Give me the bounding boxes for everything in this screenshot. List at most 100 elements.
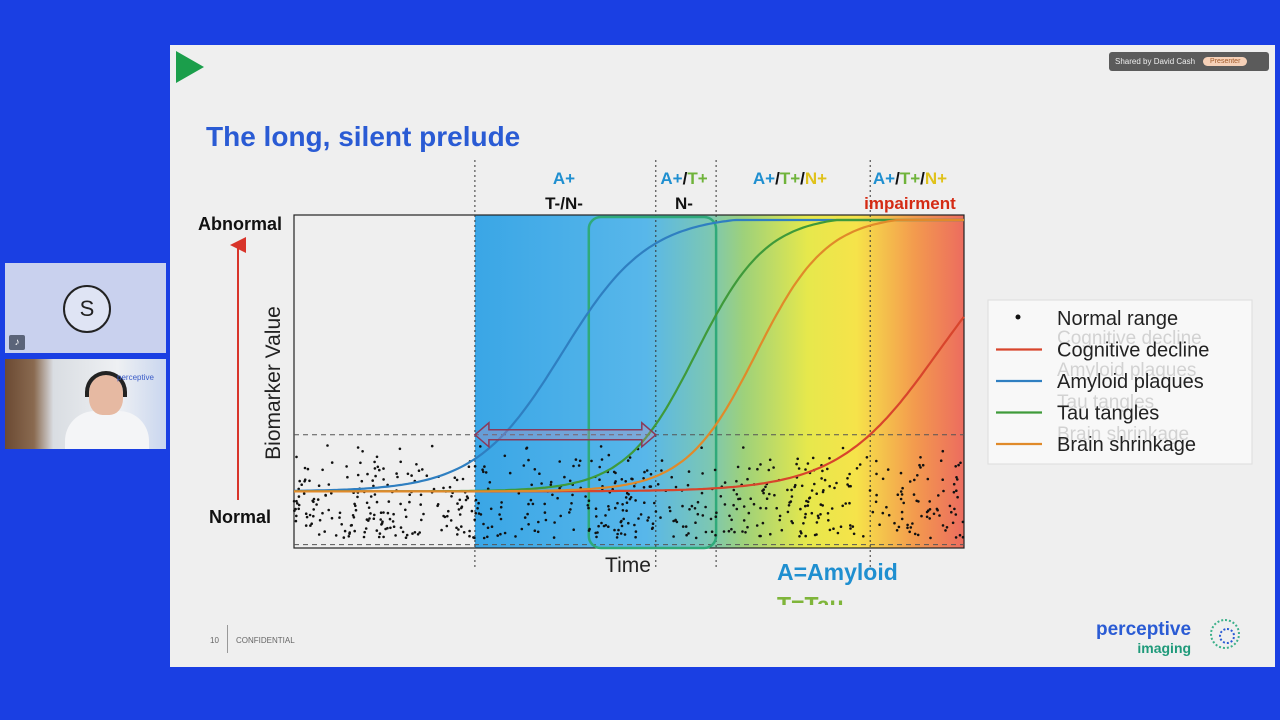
- normal-point: [614, 506, 617, 510]
- normal-point: [674, 518, 677, 522]
- normal-point: [704, 505, 707, 509]
- normal-point: [620, 524, 624, 528]
- participant-body: [65, 411, 149, 449]
- normal-point: [778, 518, 781, 522]
- normal-point: [919, 466, 922, 469]
- normal-point: [775, 506, 778, 510]
- normal-point: [624, 480, 627, 483]
- normal-point: [723, 503, 727, 506]
- normal-point: [464, 498, 468, 502]
- normal-point: [296, 502, 299, 505]
- normal-point: [387, 500, 391, 503]
- stage-label-part: N+: [925, 169, 947, 188]
- normal-point: [746, 525, 749, 529]
- normal-point: [887, 513, 891, 517]
- normal-point: [855, 467, 859, 470]
- normal-point: [710, 530, 714, 533]
- normal-point: [654, 510, 658, 513]
- normal-point: [536, 530, 540, 534]
- normal-point: [832, 527, 835, 530]
- normal-point: [780, 528, 784, 532]
- brand-mark-icon: [1210, 619, 1240, 649]
- normal-point: [405, 533, 409, 537]
- normal-point: [523, 516, 527, 519]
- normal-point: [836, 531, 840, 535]
- normal-point: [398, 447, 402, 451]
- normal-point: [955, 476, 958, 479]
- normal-point: [900, 517, 904, 521]
- normal-point: [346, 475, 349, 479]
- stage-label-2: A+/T+/N+: [753, 169, 827, 188]
- normal-point: [912, 493, 916, 496]
- normal-point: [295, 514, 298, 518]
- normal-point: [906, 526, 909, 530]
- normal-point: [637, 517, 640, 520]
- stage-label-part: /: [920, 169, 925, 188]
- normal-point: [909, 526, 913, 529]
- normal-point: [633, 523, 636, 527]
- normal-point: [686, 483, 690, 487]
- normal-point: [908, 530, 911, 534]
- normal-point: [440, 528, 443, 532]
- stage-sublabel-0: T-/N-: [545, 194, 583, 213]
- normal-point: [572, 528, 575, 531]
- normal-point: [871, 510, 875, 514]
- y-bottom-label: Normal: [209, 507, 271, 527]
- normal-point: [944, 529, 947, 532]
- normal-point: [587, 499, 591, 503]
- participant-tile-s[interactable]: S ♪: [5, 263, 166, 353]
- normal-point: [736, 465, 740, 469]
- normal-point: [839, 525, 843, 528]
- normal-point: [568, 479, 572, 483]
- normal-point: [460, 525, 463, 528]
- normal-point: [563, 475, 566, 479]
- normal-point: [445, 524, 449, 528]
- normal-point: [826, 512, 830, 515]
- normal-point: [556, 496, 559, 500]
- normal-point: [919, 456, 922, 459]
- normal-point: [804, 468, 807, 471]
- stage-sublabel-3: impairment: [864, 194, 956, 213]
- normal-point: [713, 468, 717, 472]
- normal-point: [875, 459, 878, 463]
- normal-point: [479, 445, 482, 448]
- normal-point: [804, 504, 807, 508]
- normal-point: [862, 535, 865, 538]
- normal-point: [841, 504, 844, 508]
- normal-point: [293, 509, 296, 512]
- normal-point: [769, 532, 772, 536]
- normal-point: [372, 484, 375, 488]
- normal-point: [366, 472, 369, 476]
- normal-point: [324, 494, 327, 497]
- brand-sub: imaging: [1137, 640, 1192, 656]
- participant-video-tile[interactable]: perceptive: [5, 359, 166, 449]
- normal-point: [418, 531, 421, 534]
- normal-point: [925, 510, 929, 514]
- normal-point: [587, 529, 591, 532]
- normal-point: [371, 479, 374, 482]
- normal-point: [803, 516, 807, 519]
- normal-point: [742, 505, 746, 508]
- stage-label-part: A+: [553, 169, 575, 188]
- y-top-label: Abnormal: [198, 214, 282, 234]
- normal-point: [937, 494, 940, 497]
- normal-point: [304, 512, 308, 515]
- legend-ghost-text: Brain shrinkage: [1057, 424, 1189, 445]
- normal-point: [899, 490, 903, 493]
- normal-point: [486, 535, 489, 539]
- normal-point: [899, 497, 903, 501]
- normal-point: [926, 477, 930, 481]
- normal-point: [787, 504, 791, 507]
- normal-point: [416, 533, 420, 536]
- normal-point: [744, 531, 747, 534]
- normal-point: [735, 507, 739, 511]
- normal-point: [685, 533, 688, 537]
- normal-point: [375, 500, 379, 504]
- normal-point: [527, 502, 530, 506]
- normal-point: [846, 483, 849, 486]
- normal-point: [737, 497, 740, 501]
- mic-muted-icon[interactable]: ♪: [9, 335, 25, 350]
- normal-point: [848, 472, 851, 476]
- normal-point: [627, 521, 630, 525]
- normal-point: [621, 509, 625, 512]
